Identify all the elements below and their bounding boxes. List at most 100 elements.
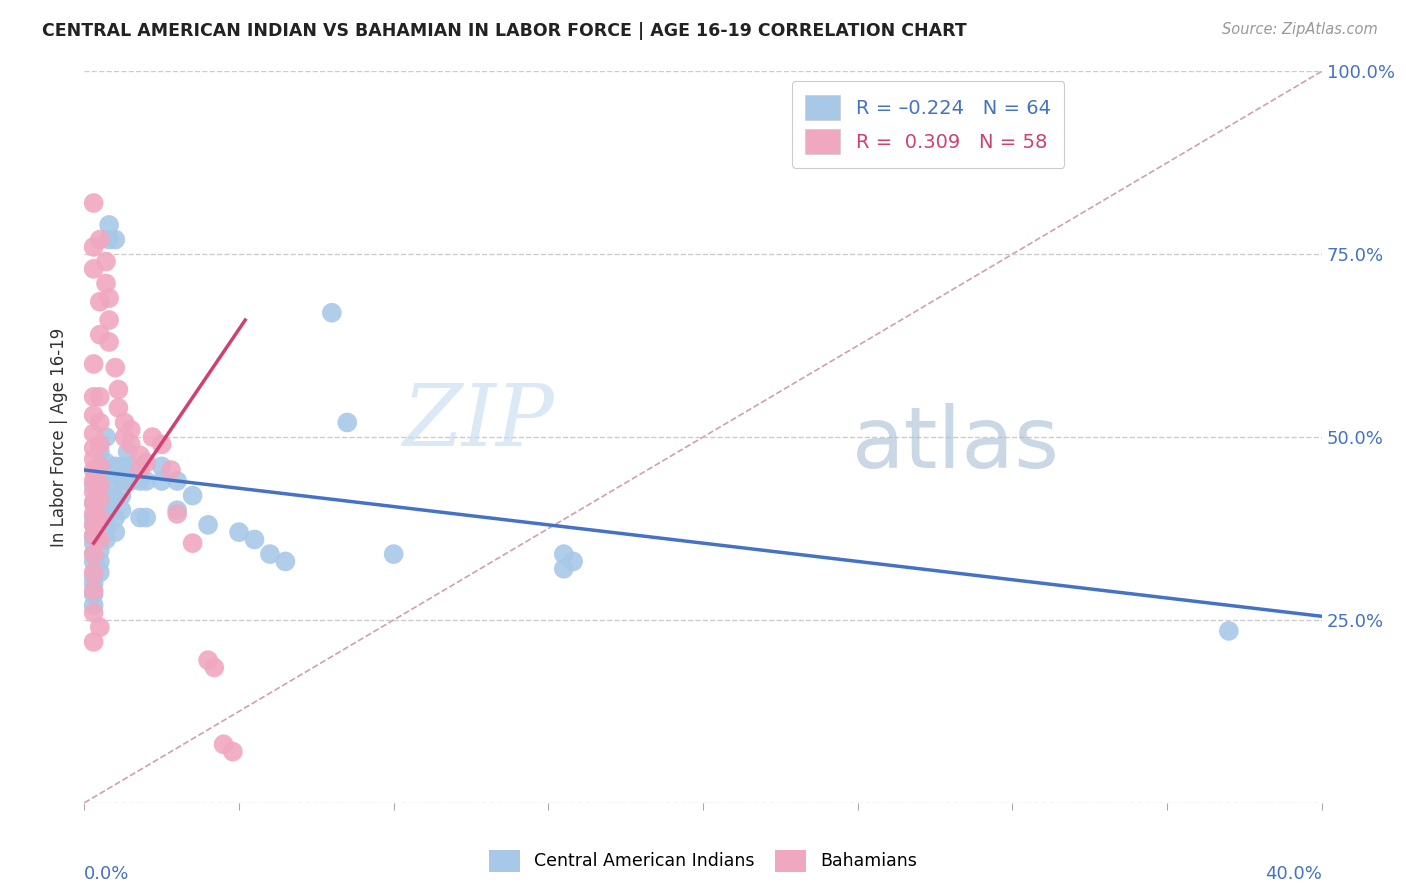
Point [98,291,121,305]
Point [89,233,111,247]
Text: ZIP: ZIP [402,381,554,464]
Point [83,485,105,500]
Point [166,474,188,488]
Point [89,514,111,528]
Point [89,463,111,477]
Point [104,459,127,474]
Point [83,408,105,422]
Point [321,306,343,320]
Point [222,745,245,759]
Point [553,562,575,576]
Point [83,477,105,491]
Point [553,547,575,561]
Point [382,547,405,561]
Point [94,521,117,535]
Text: Source: ZipAtlas.com: Source: ZipAtlas.com [1222,22,1378,37]
Point [197,653,219,667]
Point [83,635,105,649]
Point [104,360,127,375]
Point [83,587,105,601]
Point [110,503,132,517]
Point [166,503,188,517]
Point [107,383,129,397]
Point [120,474,142,488]
Point [117,444,139,458]
Point [83,452,105,467]
Point [83,507,105,521]
Point [83,390,105,404]
Point [89,390,111,404]
Point [83,463,105,477]
Point [83,529,105,543]
Point [110,474,132,488]
Point [141,430,163,444]
Point [259,547,281,561]
Point [114,416,136,430]
Point [243,533,266,547]
Point [94,277,117,291]
Point [89,503,111,517]
Legend: Central American Indians, Bahamians: Central American Indians, Bahamians [482,843,924,879]
Point [562,554,585,568]
Point [94,500,117,514]
Point [104,474,127,488]
Point [89,444,111,458]
Point [89,554,111,568]
Point [94,456,117,470]
Point [83,576,105,591]
Point [98,233,121,247]
Point [83,547,105,561]
Point [104,510,127,524]
Point [94,470,117,484]
Point [83,599,105,613]
Point [94,430,117,444]
Point [135,456,157,470]
Point [83,496,105,510]
Y-axis label: In Labor Force | Age 16-19: In Labor Force | Age 16-19 [51,327,69,547]
Point [83,240,105,254]
Point [129,510,152,524]
Point [89,566,111,580]
Point [83,357,105,371]
Point [104,233,127,247]
Point [117,463,139,477]
Point [129,449,152,463]
Point [129,463,152,477]
Point [150,459,173,474]
Point [110,489,132,503]
Point [83,554,105,568]
Point [83,496,105,510]
Point [89,543,111,558]
Point [150,474,173,488]
Text: 40.0%: 40.0% [1265,865,1322,883]
Point [181,536,204,550]
Point [197,517,219,532]
Point [94,510,117,524]
Point [89,459,111,474]
Point [1218,624,1240,638]
Point [120,437,142,451]
Point [104,525,127,540]
Point [89,492,111,507]
Point [336,416,359,430]
Point [83,426,105,441]
Point [98,313,121,327]
Point [202,660,225,674]
Point [94,489,117,503]
Point [83,517,105,532]
Point [89,620,111,634]
Point [89,416,111,430]
Point [98,334,121,349]
Text: atlas: atlas [852,403,1060,486]
Point [83,510,105,524]
Point [89,437,111,451]
Point [89,533,111,547]
Point [150,437,173,451]
Point [89,510,111,524]
Point [129,474,152,488]
Point [89,533,111,547]
Point [110,459,132,474]
Point [83,441,105,455]
Point [94,533,117,547]
Point [89,477,111,491]
